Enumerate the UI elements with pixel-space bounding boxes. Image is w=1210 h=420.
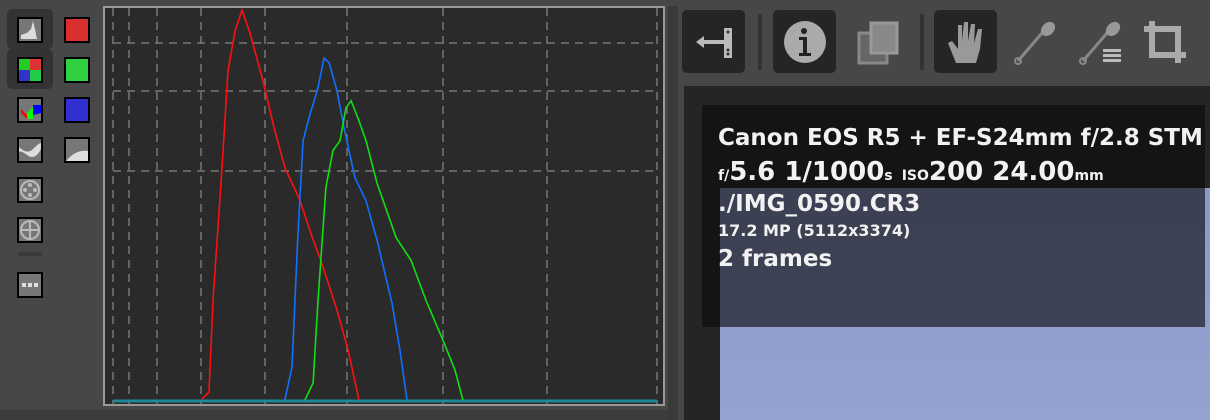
crop-button[interactable] bbox=[1133, 10, 1196, 73]
vectorscope-hc-icon[interactable] bbox=[17, 177, 43, 203]
histogram-channel-line bbox=[284, 56, 408, 400]
separator bbox=[920, 14, 924, 70]
filename: ./IMG_0590.CR3 bbox=[718, 191, 921, 217]
color-picker-list-button[interactable] bbox=[1068, 10, 1131, 73]
info-overlay: Canon EOS R5 + EF-S24mm f/2.8 STM f/5.6 … bbox=[702, 105, 1205, 327]
frame-count: 2 frames bbox=[718, 246, 833, 272]
color-picker-list-icon bbox=[1078, 21, 1121, 65]
red-channel-toggle[interactable] bbox=[64, 17, 90, 43]
status-strip bbox=[0, 410, 668, 420]
hand-tool-button[interactable] bbox=[934, 10, 997, 73]
color-picker-button[interactable] bbox=[1003, 10, 1066, 73]
histogram-plot bbox=[112, 7, 658, 404]
before-after-button[interactable] bbox=[844, 10, 907, 73]
blue-channel-toggle[interactable] bbox=[64, 97, 90, 123]
histogram-channel-line bbox=[201, 7, 360, 400]
before-after-icon bbox=[857, 21, 898, 64]
histogram bbox=[103, 6, 665, 406]
exposure-info: f/5.6 1/1000s ISO200 24.00mm bbox=[718, 157, 1104, 187]
hide-panel-icon bbox=[695, 27, 732, 58]
info-button[interactable] bbox=[773, 10, 836, 73]
hand-icon bbox=[947, 21, 982, 63]
waveform-icon[interactable] bbox=[17, 137, 43, 163]
panel-splitter[interactable] bbox=[668, 6, 678, 420]
vectorscope-hs-icon[interactable] bbox=[17, 217, 43, 243]
chroma-waveform-icon[interactable] bbox=[17, 97, 43, 123]
histogram-channel-line bbox=[304, 99, 464, 401]
camera-lens: Canon EOS R5 + EF-S24mm f/2.8 STM bbox=[718, 125, 1203, 151]
histogram-full-icon[interactable] bbox=[17, 17, 43, 43]
luminance-curve-toggle[interactable] bbox=[64, 137, 90, 163]
info-icon bbox=[783, 20, 826, 63]
color-picker-icon bbox=[1013, 21, 1055, 65]
separator bbox=[758, 14, 762, 70]
green-channel-toggle[interactable] bbox=[64, 57, 90, 83]
crop-icon bbox=[1143, 20, 1186, 63]
bayer-raw-icon[interactable] bbox=[17, 57, 43, 83]
resolution: 17.2 MP (5112x3374) bbox=[718, 221, 911, 240]
more-icon[interactable] bbox=[17, 272, 43, 298]
hide-panel-button[interactable] bbox=[682, 10, 745, 73]
divider bbox=[18, 252, 42, 256]
